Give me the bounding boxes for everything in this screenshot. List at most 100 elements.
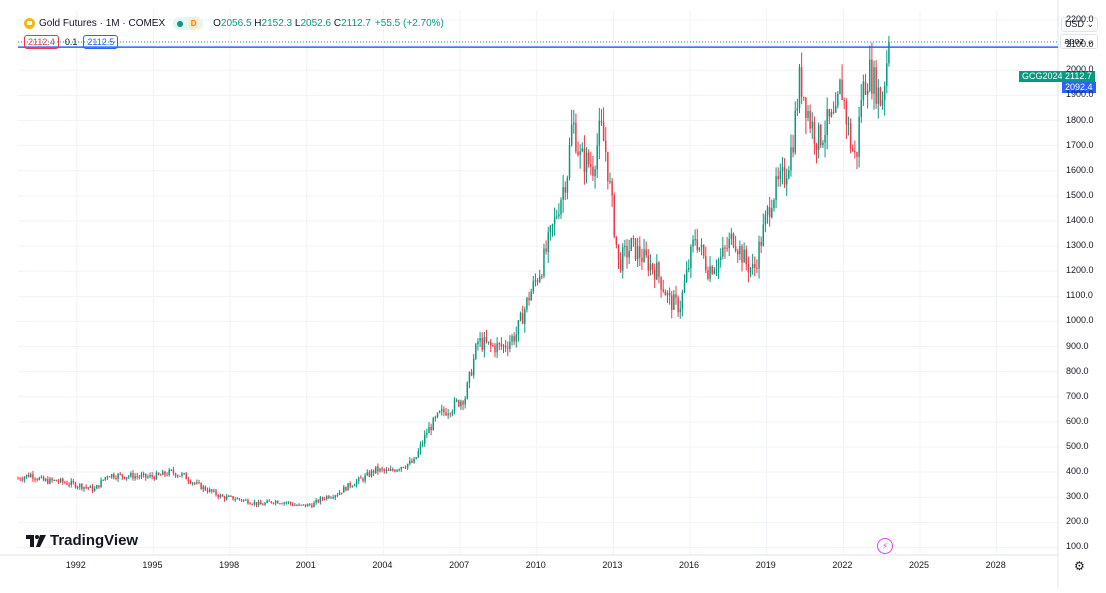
candle-body: [785, 178, 788, 185]
candle-body: [332, 497, 334, 499]
currency-label: USD: [1064, 19, 1084, 29]
candle-body: [294, 504, 296, 506]
candle-body: [64, 482, 66, 484]
candle-body: [411, 460, 413, 463]
candle-body: [783, 167, 786, 185]
candle-body: [127, 476, 130, 478]
candle-body: [32, 474, 34, 479]
candle-body: [242, 499, 245, 501]
candle-body: [498, 343, 500, 345]
unit-dropdown[interactable]: apoz ⌄: [1060, 34, 1098, 49]
candle-body: [113, 474, 115, 478]
candle-body: [159, 474, 162, 476]
candle-body: [330, 497, 332, 499]
candle-body: [617, 244, 620, 260]
candle-body: [628, 250, 630, 258]
candle-body: [179, 475, 181, 477]
candle-body: [643, 249, 645, 262]
candle-body: [151, 475, 153, 477]
candle-body: [217, 494, 219, 498]
candle-body: [170, 469, 173, 471]
candle-body: [443, 409, 445, 413]
symbol-title[interactable]: Gold Futures · 1M · COMEX: [39, 18, 166, 29]
high-value: 2152.3: [261, 18, 293, 29]
candle-body: [394, 470, 396, 472]
candle-body: [873, 67, 875, 94]
tradingview-logo[interactable]: TradingView: [26, 532, 138, 549]
candle-body: [396, 469, 398, 472]
candle-body: [374, 466, 377, 473]
candle-body: [257, 501, 260, 506]
candle-body: [639, 246, 641, 258]
candle-body: [851, 148, 854, 151]
candle-body: [100, 480, 102, 488]
buy-price-button[interactable]: 2112.5: [83, 35, 119, 49]
candle-body: [681, 292, 684, 309]
candle-body: [93, 488, 96, 492]
candle-body: [162, 471, 164, 476]
candle-body: [711, 266, 713, 274]
time-tick-label: 2013: [602, 560, 623, 570]
market-status[interactable]: D: [173, 17, 204, 30]
candle-body: [176, 475, 179, 477]
candle-body: [677, 297, 679, 313]
candle-body: [68, 484, 70, 486]
candle-body: [590, 164, 592, 167]
candle-body: [36, 479, 38, 481]
candle-body: [289, 502, 292, 504]
sell-price-button[interactable]: 2112.4: [24, 35, 59, 49]
horizontal-line-tag[interactable]: 2092.4: [1062, 82, 1096, 93]
candle-body: [809, 111, 811, 129]
candle-body: [338, 492, 341, 495]
candle-body: [496, 343, 498, 353]
candle-body: [392, 469, 394, 471]
delayed-badge: D: [188, 18, 200, 29]
candle-body: [594, 169, 596, 176]
candle-body: [347, 483, 349, 491]
candle-body: [596, 145, 598, 170]
lightning-icon[interactable]: ⚡: [877, 538, 893, 554]
price-tick-label: 1600.0: [1066, 164, 1094, 175]
candle-body: [281, 503, 283, 505]
candle-body: [715, 268, 718, 271]
price-tick-label: 100.0: [1066, 541, 1089, 552]
candle-body: [300, 504, 302, 506]
candle-body: [138, 476, 141, 478]
candle-body: [164, 471, 166, 475]
candle-body: [568, 145, 571, 178]
candle-body: [626, 245, 628, 258]
candle-body: [666, 292, 669, 296]
candle-body: [500, 343, 503, 347]
candle-body: [415, 457, 417, 459]
settings-gear-icon[interactable]: ⚙: [1074, 559, 1085, 573]
candle-body: [345, 486, 347, 491]
candle-body: [409, 460, 411, 464]
candle-body: [762, 224, 765, 246]
brand-name: TradingView: [50, 532, 139, 549]
candle-body: [566, 177, 569, 193]
market-open-dot-icon: [177, 20, 184, 27]
candle-body: [877, 87, 880, 104]
candle-body: [641, 257, 643, 262]
currency-dropdown[interactable]: USD ⌄: [1060, 17, 1098, 32]
candle-body: [662, 289, 664, 292]
candle-body: [719, 256, 722, 261]
candle-body: [381, 468, 383, 470]
candle-body: [747, 264, 750, 273]
candle-body: [245, 499, 247, 501]
price-tick-label: 1200.0: [1066, 265, 1094, 276]
candle-body: [223, 496, 226, 500]
price-tick-label: 2000.0: [1066, 64, 1094, 75]
candle-body: [419, 444, 422, 451]
time-tick-label: 2028: [985, 560, 1006, 570]
candle-body: [53, 479, 55, 481]
candle-body: [758, 241, 760, 269]
candle-body: [321, 497, 324, 499]
candle-body: [717, 260, 720, 269]
candle-body: [538, 276, 541, 282]
candle-body: [622, 247, 624, 271]
candle-body: [609, 181, 611, 183]
candle-body: [653, 269, 656, 280]
